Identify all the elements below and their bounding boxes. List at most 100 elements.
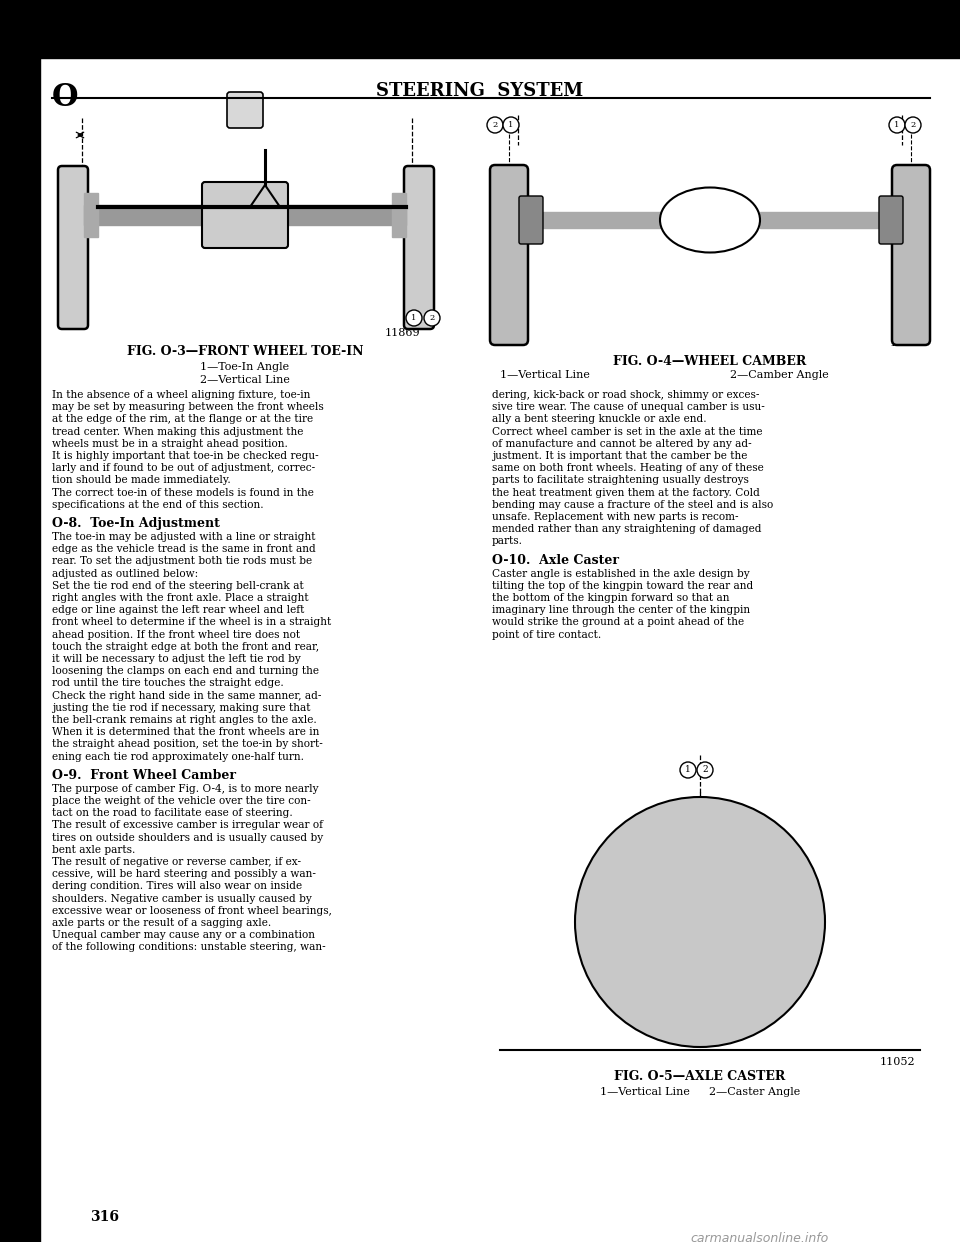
Text: point of tire contact.: point of tire contact. [492,630,601,640]
Text: It is highly important that toe-in be checked regu-: It is highly important that toe-in be ch… [52,451,319,461]
Text: axle parts or the result of a sagging axle.: axle parts or the result of a sagging ax… [52,918,272,928]
Text: the straight ahead position, set the toe-in by short-: the straight ahead position, set the toe… [52,739,323,749]
FancyBboxPatch shape [519,196,543,243]
Circle shape [905,117,921,133]
Text: the bell-crank remains at right angles to the axle.: the bell-crank remains at right angles t… [52,715,317,725]
Circle shape [697,763,713,777]
Bar [0,0,40,1242]
Text: mended rather than any straightening of damaged: mended rather than any straightening of … [492,524,761,534]
Text: 11894: 11894 [889,338,925,348]
Text: excessive wear or looseness of front wheel bearings,: excessive wear or looseness of front whe… [52,905,332,915]
Text: bending may cause a fracture of the steel and is also: bending may cause a fracture of the stee… [492,499,773,509]
Bar [0,0,960,58]
Text: parts.: parts. [492,537,523,546]
Text: ally a bent steering knuckle or axle end.: ally a bent steering knuckle or axle end… [492,415,707,425]
Text: the bottom of the kingpin forward so that an: the bottom of the kingpin forward so tha… [492,592,730,604]
Text: O-8.  Toe-In Adjustment: O-8. Toe-In Adjustment [52,517,220,530]
Text: may be set by measuring between the front wheels: may be set by measuring between the fron… [52,402,324,412]
Text: 2: 2 [702,765,708,775]
Text: justing the tie rod if necessary, making sure that: justing the tie rod if necessary, making… [52,703,310,713]
Circle shape [487,117,503,133]
Circle shape [680,763,696,777]
Text: rear. To set the adjustment both tie rods must be: rear. To set the adjustment both tie rod… [52,556,312,566]
Text: sive tire wear. The cause of unequal camber is usu-: sive tire wear. The cause of unequal cam… [492,402,765,412]
Text: of manufacture and cannot be altered by any ad-: of manufacture and cannot be altered by … [492,438,752,448]
Circle shape [587,809,813,1035]
Bar [523,212,660,229]
Text: O-10.  Axle Caster: O-10. Axle Caster [492,554,619,566]
Text: parts to facilitate straightening usually destroys: parts to facilitate straightening usuall… [492,476,749,486]
FancyBboxPatch shape [490,165,528,345]
Text: imaginary line through the center of the kingpin: imaginary line through the center of the… [492,605,750,615]
Bar [84,193,98,237]
Text: Unequal camber may cause any or a combination: Unequal camber may cause any or a combin… [52,930,315,940]
FancyBboxPatch shape [879,196,903,243]
Text: ening each tie rod approximately one-half turn.: ening each tie rod approximately one-hal… [52,751,304,761]
Text: it will be necessary to adjust the left tie rod by: it will be necessary to adjust the left … [52,655,300,664]
Text: unsafe. Replacement with new parts is recom-: unsafe. Replacement with new parts is re… [492,512,738,522]
Text: 1—Toe-In Angle: 1—Toe-In Angle [201,361,290,373]
Text: 2: 2 [429,314,435,322]
FancyBboxPatch shape [404,166,434,329]
Text: 11052: 11052 [879,1057,915,1067]
FancyBboxPatch shape [202,183,288,248]
Circle shape [692,914,708,930]
Text: tires on outside shoulders and is usually caused by: tires on outside shoulders and is usuall… [52,832,324,842]
Text: In the absence of a wheel aligning fixture, toe-in: In the absence of a wheel aligning fixtu… [52,390,310,400]
Text: same on both front wheels. Heating of any of these: same on both front wheels. Heating of an… [492,463,764,473]
Text: would strike the ground at a point ahead of the: would strike the ground at a point ahead… [492,617,744,627]
Text: The result of negative or reverse camber, if ex-: The result of negative or reverse camber… [52,857,301,867]
Text: carmanualsonline.info: carmanualsonline.info [691,1232,829,1242]
Text: larly and if found to be out of adjustment, correc-: larly and if found to be out of adjustme… [52,463,315,473]
Text: STEERING  SYSTEM: STEERING SYSTEM [376,82,584,101]
Text: 1: 1 [895,120,900,129]
Circle shape [503,117,519,133]
Text: ahead position. If the front wheel tire does not: ahead position. If the front wheel tire … [52,630,300,640]
Text: touch the straight edge at both the front and rear,: touch the straight edge at both the fron… [52,642,319,652]
Text: cessive, will be hard steering and possibly a wan-: cessive, will be hard steering and possi… [52,869,316,879]
Text: tilting the top of the kingpin toward the rear and: tilting the top of the kingpin toward th… [492,581,754,591]
Text: 2: 2 [910,120,916,129]
Text: tread center. When making this adjustment the: tread center. When making this adjustmen… [52,426,303,437]
Text: specifications at the end of this section.: specifications at the end of this sectio… [52,499,264,509]
Text: justment. It is important that the camber be the: justment. It is important that the cambe… [492,451,748,461]
Text: bent axle parts.: bent axle parts. [52,845,135,854]
Text: O: O [52,82,79,113]
Text: front wheel to determine if the wheel is in a straight: front wheel to determine if the wheel is… [52,617,331,627]
Ellipse shape [660,188,760,252]
Text: the heat treatment given them at the factory. Cold: the heat treatment given them at the fac… [492,488,760,498]
Text: 11869: 11869 [384,328,420,338]
Text: When it is determined that the front wheels are in: When it is determined that the front whe… [52,728,320,738]
Circle shape [575,797,825,1047]
Text: Check the right hand side in the same manner, ad-: Check the right hand side in the same ma… [52,691,322,700]
Text: 1: 1 [411,314,417,322]
Circle shape [655,877,745,968]
FancyBboxPatch shape [892,165,930,345]
Text: 2—Caster Angle: 2—Caster Angle [709,1087,801,1097]
FancyBboxPatch shape [58,166,88,329]
Circle shape [406,310,422,325]
Text: 1: 1 [685,765,691,775]
Circle shape [630,852,770,992]
Text: O-9.  Front Wheel Camber: O-9. Front Wheel Camber [52,769,236,781]
Text: tion should be made immediately.: tion should be made immediately. [52,476,230,486]
Text: 2: 2 [492,120,497,129]
Text: dering condition. Tires will also wear on inside: dering condition. Tires will also wear o… [52,882,302,892]
Text: Set the tie rod end of the steering bell-crank at: Set the tie rod end of the steering bell… [52,581,303,591]
Text: edge or line against the left rear wheel and left: edge or line against the left rear wheel… [52,605,304,615]
Text: dering, kick-back or road shock, shimmy or exces-: dering, kick-back or road shock, shimmy … [492,390,759,400]
Text: adjusted as outlined below:: adjusted as outlined below: [52,569,199,579]
Text: rod until the tire touches the straight edge.: rod until the tire touches the straight … [52,678,284,688]
Text: FIG. O-3—FRONT WHEEL TOE-IN: FIG. O-3—FRONT WHEEL TOE-IN [127,345,363,358]
FancyBboxPatch shape [227,92,263,128]
Text: 1—Vertical Line: 1—Vertical Line [500,370,589,380]
Text: The result of excessive camber is irregular wear of: The result of excessive camber is irregu… [52,821,323,831]
Text: wheels must be in a straight ahead position.: wheels must be in a straight ahead posit… [52,438,288,448]
Text: Caster angle is established in the axle design by: Caster angle is established in the axle … [492,569,750,579]
Text: FIG. O-5—AXLE CASTER: FIG. O-5—AXLE CASTER [614,1071,785,1083]
Text: FIG. O-4—WHEEL CAMBER: FIG. O-4—WHEEL CAMBER [613,355,806,368]
Text: The toe-in may be adjusted with a line or straight: The toe-in may be adjusted with a line o… [52,532,316,542]
Circle shape [605,827,795,1017]
Text: The purpose of camber Fig. O-4, is to more nearly: The purpose of camber Fig. O-4, is to mo… [52,784,319,794]
Text: 1—Vertical Line: 1—Vertical Line [600,1087,690,1097]
